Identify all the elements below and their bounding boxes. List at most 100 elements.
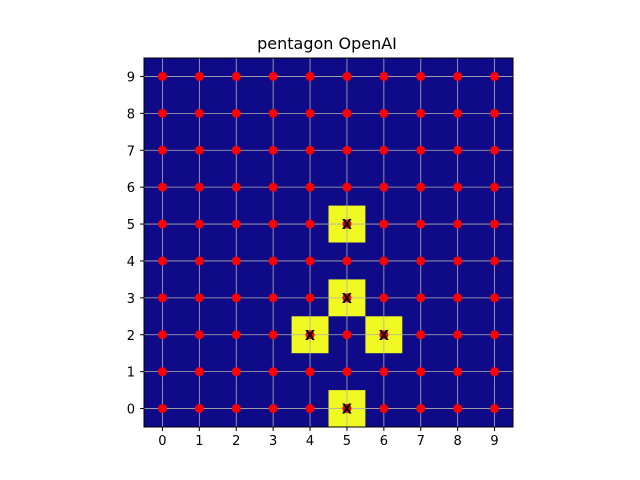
grid-point bbox=[157, 293, 167, 303]
grid-point bbox=[490, 330, 500, 340]
grid-point bbox=[453, 256, 463, 266]
grid-point bbox=[305, 330, 315, 340]
grid-point bbox=[268, 145, 278, 155]
y-tick-label: 4 bbox=[127, 255, 135, 270]
grid-point bbox=[342, 182, 352, 192]
x-tick-label: 5 bbox=[343, 434, 351, 449]
grid-point bbox=[490, 182, 500, 192]
grid-point bbox=[194, 330, 204, 340]
grid-point bbox=[194, 256, 204, 266]
grid-point bbox=[231, 219, 241, 229]
grid-point bbox=[231, 71, 241, 81]
grid-point bbox=[379, 219, 389, 229]
grid-point bbox=[416, 293, 426, 303]
grid-point bbox=[342, 145, 352, 155]
grid-point bbox=[379, 404, 389, 414]
grid-point bbox=[490, 108, 500, 118]
grid-point bbox=[268, 108, 278, 118]
grid-point bbox=[416, 71, 426, 81]
x-tick-label: 6 bbox=[380, 434, 388, 449]
grid-point bbox=[453, 219, 463, 229]
grid-point bbox=[453, 182, 463, 192]
y-tick-label: 7 bbox=[127, 144, 135, 159]
grid-point bbox=[416, 219, 426, 229]
grid-point bbox=[268, 293, 278, 303]
grid-point bbox=[157, 330, 167, 340]
cell-label: X bbox=[342, 403, 352, 418]
grid-point bbox=[305, 256, 315, 266]
grid-point bbox=[416, 256, 426, 266]
grid-point bbox=[490, 256, 500, 266]
grid-point bbox=[416, 182, 426, 192]
grid-point bbox=[305, 182, 315, 192]
cell-label: X bbox=[342, 292, 352, 307]
grid-point bbox=[416, 404, 426, 414]
y-tick-label: 1 bbox=[127, 366, 135, 381]
grid-point bbox=[305, 108, 315, 118]
grid-point bbox=[268, 330, 278, 340]
grid-point bbox=[231, 404, 241, 414]
grid-point bbox=[305, 367, 315, 377]
grid-point bbox=[490, 293, 500, 303]
grid-point bbox=[379, 256, 389, 266]
grid-point bbox=[157, 256, 167, 266]
grid-point bbox=[490, 219, 500, 229]
grid-point bbox=[453, 108, 463, 118]
axes-frame bbox=[143, 57, 514, 428]
grid-point bbox=[490, 145, 500, 155]
grid-point bbox=[268, 367, 278, 377]
grid-point bbox=[342, 256, 352, 266]
grid-point bbox=[453, 330, 463, 340]
grid-point bbox=[342, 330, 352, 340]
grid-point bbox=[342, 404, 352, 414]
grid-point bbox=[453, 71, 463, 81]
grid-point bbox=[379, 145, 389, 155]
y-tick-label: 6 bbox=[127, 181, 135, 196]
grid-point bbox=[157, 71, 167, 81]
grid-point bbox=[416, 330, 426, 340]
chart-title: pentagon OpenAI bbox=[257, 34, 397, 53]
grid-point bbox=[416, 145, 426, 155]
grid-point bbox=[379, 293, 389, 303]
y-tick-label: 9 bbox=[127, 70, 135, 85]
grid-point bbox=[379, 108, 389, 118]
grid-point bbox=[342, 71, 352, 81]
grid-point bbox=[342, 293, 352, 303]
x-tick-label: 8 bbox=[454, 434, 462, 449]
grid-point bbox=[231, 293, 241, 303]
grid-point bbox=[157, 108, 167, 118]
cell-label: X bbox=[305, 329, 315, 344]
cell-label: X bbox=[379, 329, 389, 344]
grid-point bbox=[194, 404, 204, 414]
grid-point bbox=[379, 71, 389, 81]
grid-point bbox=[194, 219, 204, 229]
grid-point bbox=[268, 219, 278, 229]
grid-point bbox=[157, 182, 167, 192]
grid-point bbox=[379, 182, 389, 192]
x-tick-label: 1 bbox=[195, 434, 203, 449]
grid-point bbox=[305, 293, 315, 303]
y-tick-label: 3 bbox=[127, 292, 135, 307]
grid-point bbox=[157, 145, 167, 155]
grid-point bbox=[157, 367, 167, 377]
grid-point bbox=[231, 367, 241, 377]
grid-point bbox=[268, 404, 278, 414]
grid-point bbox=[490, 367, 500, 377]
grid-point bbox=[268, 182, 278, 192]
y-tick-label: 8 bbox=[127, 107, 135, 122]
grid-point bbox=[305, 71, 315, 81]
grid-point bbox=[305, 219, 315, 229]
plot-area: X X X X X 0 1 2 3 4 5 6 7 8 9 0 1 2 3 4 5 6 7 8 9 bbox=[127, 57, 514, 449]
grid-point bbox=[194, 293, 204, 303]
grid-point bbox=[416, 367, 426, 377]
y-tick-label: 0 bbox=[127, 403, 135, 418]
grid-point bbox=[379, 367, 389, 377]
grid-point bbox=[268, 71, 278, 81]
grid-point bbox=[305, 145, 315, 155]
x-tick-label: 4 bbox=[306, 434, 314, 449]
grid-point bbox=[453, 145, 463, 155]
grid-point bbox=[453, 367, 463, 377]
grid-point bbox=[379, 330, 389, 340]
grid-point bbox=[231, 145, 241, 155]
